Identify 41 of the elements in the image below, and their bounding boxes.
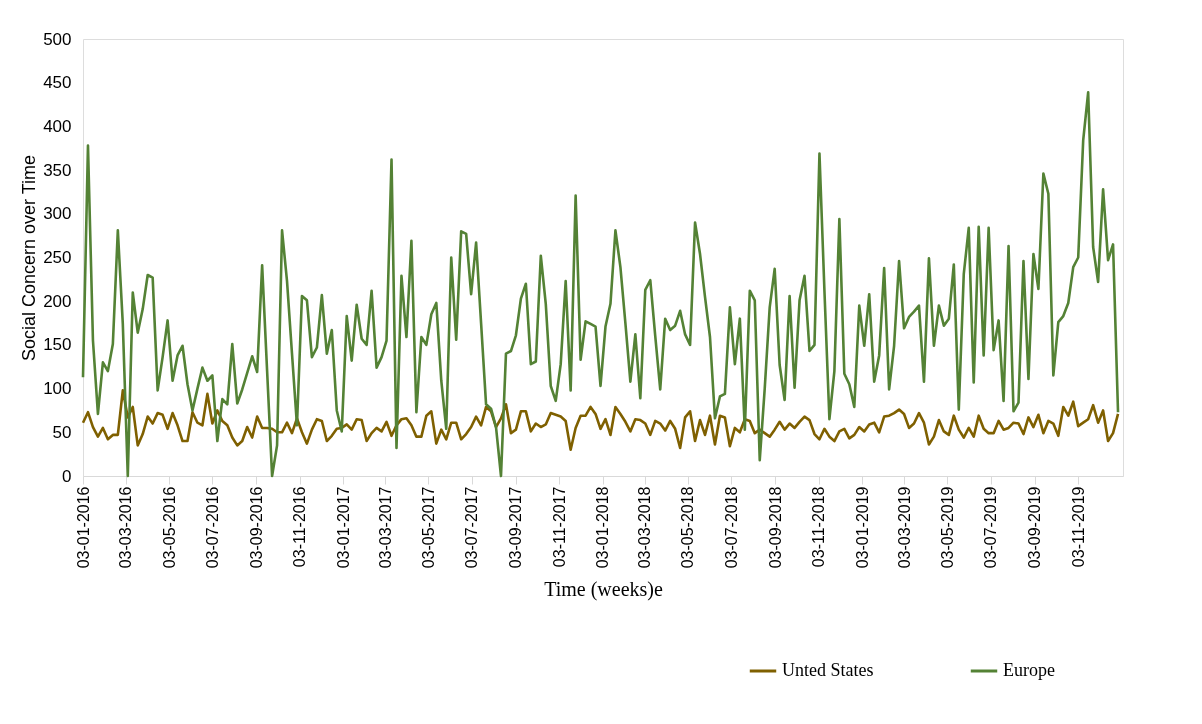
line-series (81, 91, 1120, 478)
x-tick-label: 03-01-2019 (853, 486, 871, 569)
x-tick-label: 03-01-2018 (594, 486, 612, 569)
x-tick-label: 03-11-2019 (1069, 486, 1087, 568)
x-tick-label: 03-09-2017 (507, 486, 525, 569)
x-tick-label: 03-05-2019 (938, 486, 956, 569)
x-tick-label: 03-03-2019 (895, 486, 913, 569)
legend-label: Unted States (782, 660, 874, 680)
y-tick-label: 300 (43, 204, 72, 224)
y-tick-label: 150 (43, 335, 72, 355)
x-tick-label: 03-03-2016 (117, 486, 135, 569)
x-tick-label: 03-05-2018 (679, 486, 697, 569)
x-axis-title: Time (weeks)e (544, 578, 663, 602)
x-tick-label: 03-05-2017 (419, 486, 437, 569)
x-tick-label: 03-01-2017 (334, 486, 352, 569)
y-tick-label: 0 (62, 466, 72, 486)
x-tick-label: 03-03-2017 (376, 486, 394, 569)
x-tick-label: 03-11-2018 (810, 486, 828, 568)
x-tick-label: 03-07-2019 (982, 486, 1000, 569)
x-tick-label: 03-07-2018 (722, 486, 740, 569)
y-tick-label: 50 (52, 422, 72, 442)
x-tick-label: 03-09-2018 (766, 486, 784, 569)
y-tick-label: 450 (43, 73, 72, 93)
x-tick-label: 03-07-2016 (203, 486, 221, 569)
x-tick-label: 03-01-2016 (74, 486, 92, 569)
legend-label: Europe (1003, 660, 1055, 680)
y-axis-title: Social Concern over Time (19, 154, 40, 362)
x-tick-label: 03-09-2019 (1026, 486, 1044, 569)
y-tick-label: 200 (43, 291, 72, 311)
y-tick-label: 100 (43, 379, 72, 399)
x-tick-label: 03-03-2018 (636, 486, 654, 569)
x-tick-label: 03-09-2016 (247, 486, 265, 569)
x-tick-label: 03-05-2016 (160, 486, 178, 569)
x-tick-label: 03-11-2017 (550, 486, 568, 568)
y-tick-label: 400 (43, 116, 72, 136)
x-tick-label: 03-11-2016 (291, 486, 309, 568)
y-tick-label: 250 (43, 248, 72, 267)
y-tick-label: 500 (43, 29, 72, 49)
x-tick-label: 03-07-2017 (463, 486, 481, 569)
line-series (81, 389, 1120, 452)
y-tick-label: 350 (43, 160, 72, 180)
